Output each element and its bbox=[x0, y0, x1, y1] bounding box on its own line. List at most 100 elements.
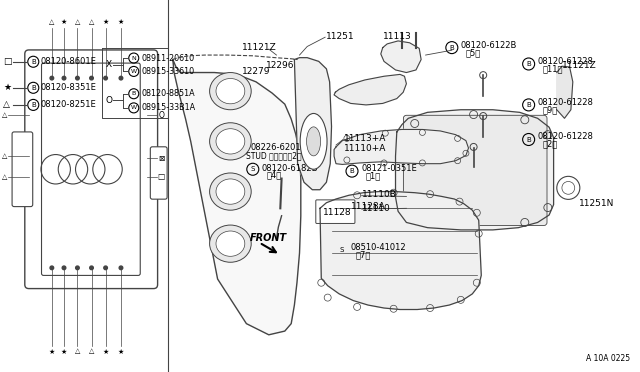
Circle shape bbox=[76, 76, 79, 80]
FancyBboxPatch shape bbox=[12, 132, 33, 206]
Text: 08120-8251E: 08120-8251E bbox=[41, 100, 97, 109]
Text: S: S bbox=[340, 247, 344, 253]
Polygon shape bbox=[334, 74, 406, 105]
Text: 08120-8601E: 08120-8601E bbox=[41, 57, 97, 66]
Ellipse shape bbox=[209, 73, 251, 110]
Text: （7）: （7） bbox=[355, 250, 371, 259]
Text: △: △ bbox=[75, 19, 80, 25]
Text: ★: ★ bbox=[3, 83, 12, 92]
Circle shape bbox=[104, 266, 108, 270]
Text: 08120-6122B: 08120-6122B bbox=[461, 41, 517, 50]
FancyBboxPatch shape bbox=[25, 50, 157, 289]
Text: 11128A: 11128A bbox=[351, 202, 385, 211]
Polygon shape bbox=[294, 58, 332, 190]
Polygon shape bbox=[320, 192, 481, 310]
Text: 08226-62010: 08226-62010 bbox=[251, 143, 307, 152]
Polygon shape bbox=[557, 66, 573, 118]
Text: 08121-0351E: 08121-0351E bbox=[362, 164, 417, 173]
Text: X: X bbox=[106, 60, 112, 69]
Circle shape bbox=[62, 76, 66, 80]
Text: STUD スタッド（2）: STUD スタッド（2） bbox=[246, 151, 301, 160]
Text: 08915-33B1A: 08915-33B1A bbox=[141, 103, 196, 112]
Ellipse shape bbox=[216, 129, 244, 154]
Text: △: △ bbox=[3, 112, 8, 118]
Text: 08120-61228: 08120-61228 bbox=[538, 98, 593, 107]
FancyBboxPatch shape bbox=[150, 147, 167, 199]
Ellipse shape bbox=[216, 179, 244, 204]
Circle shape bbox=[90, 76, 93, 80]
Text: 11128: 11128 bbox=[323, 208, 351, 217]
Text: 08120-61228: 08120-61228 bbox=[538, 57, 593, 66]
Text: W: W bbox=[131, 69, 137, 74]
Circle shape bbox=[104, 76, 108, 80]
Text: △: △ bbox=[3, 153, 8, 159]
Text: （2）: （2） bbox=[543, 140, 558, 149]
Circle shape bbox=[119, 76, 123, 80]
Circle shape bbox=[90, 266, 93, 270]
Text: B: B bbox=[31, 85, 36, 91]
Text: 11113: 11113 bbox=[383, 32, 412, 41]
Text: 12279: 12279 bbox=[242, 67, 271, 76]
Text: □: □ bbox=[157, 172, 165, 181]
Text: N: N bbox=[131, 55, 136, 61]
Text: O: O bbox=[106, 96, 113, 105]
Text: 11110B: 11110B bbox=[362, 190, 396, 199]
Text: B: B bbox=[526, 102, 531, 108]
Text: ★: ★ bbox=[49, 349, 55, 355]
Text: O: O bbox=[158, 111, 164, 120]
FancyBboxPatch shape bbox=[403, 115, 547, 225]
Text: （1）: （1） bbox=[366, 172, 381, 181]
Text: B: B bbox=[31, 59, 36, 65]
Text: ★: ★ bbox=[102, 19, 109, 25]
Text: （5）: （5） bbox=[466, 48, 481, 57]
Text: 08120-8851A: 08120-8851A bbox=[141, 89, 195, 98]
Text: △: △ bbox=[75, 349, 80, 355]
Text: ★: ★ bbox=[61, 349, 67, 355]
Text: 11251N: 11251N bbox=[579, 199, 614, 208]
Text: △: △ bbox=[3, 100, 10, 109]
Text: （11）: （11） bbox=[543, 64, 563, 73]
Text: 08120-8351E: 08120-8351E bbox=[41, 83, 97, 92]
Text: 11121Z: 11121Z bbox=[242, 43, 276, 52]
Text: □: □ bbox=[3, 57, 12, 66]
Ellipse shape bbox=[209, 225, 251, 262]
Text: △: △ bbox=[49, 19, 54, 25]
Text: 12296: 12296 bbox=[266, 61, 295, 70]
Text: B: B bbox=[31, 102, 36, 108]
Text: 11113+A: 11113+A bbox=[344, 134, 387, 143]
Ellipse shape bbox=[307, 127, 321, 156]
Text: △: △ bbox=[89, 19, 94, 25]
Ellipse shape bbox=[209, 123, 251, 160]
Text: ★: ★ bbox=[61, 19, 67, 25]
Ellipse shape bbox=[300, 113, 327, 169]
Text: 08911-20610: 08911-20610 bbox=[141, 54, 195, 62]
FancyBboxPatch shape bbox=[42, 63, 140, 275]
Text: B: B bbox=[526, 137, 531, 142]
Ellipse shape bbox=[216, 231, 244, 256]
Circle shape bbox=[50, 76, 54, 80]
Circle shape bbox=[50, 266, 54, 270]
Polygon shape bbox=[173, 60, 301, 335]
Polygon shape bbox=[396, 110, 554, 230]
Text: （4）: （4） bbox=[266, 170, 282, 179]
Text: A 10A 0225: A 10A 0225 bbox=[586, 355, 630, 363]
Text: ⊠: ⊠ bbox=[158, 154, 164, 163]
Ellipse shape bbox=[209, 173, 251, 210]
Polygon shape bbox=[381, 41, 421, 73]
Text: B: B bbox=[526, 61, 531, 67]
Text: ★: ★ bbox=[102, 349, 109, 355]
Text: △: △ bbox=[3, 174, 8, 180]
Text: 08915-33610: 08915-33610 bbox=[141, 67, 195, 76]
Text: B: B bbox=[449, 45, 454, 51]
Text: △: △ bbox=[89, 349, 94, 355]
Text: （9）: （9） bbox=[543, 106, 558, 115]
Text: 11110: 11110 bbox=[362, 204, 390, 213]
Ellipse shape bbox=[216, 78, 244, 104]
Text: 08120-6182B: 08120-6182B bbox=[261, 164, 317, 173]
Text: 08510-41012: 08510-41012 bbox=[351, 243, 406, 252]
Text: 11110+A: 11110+A bbox=[344, 144, 387, 153]
Circle shape bbox=[119, 266, 123, 270]
Text: 08120-61228: 08120-61228 bbox=[538, 132, 593, 141]
Circle shape bbox=[76, 266, 79, 270]
Text: B: B bbox=[349, 168, 355, 174]
